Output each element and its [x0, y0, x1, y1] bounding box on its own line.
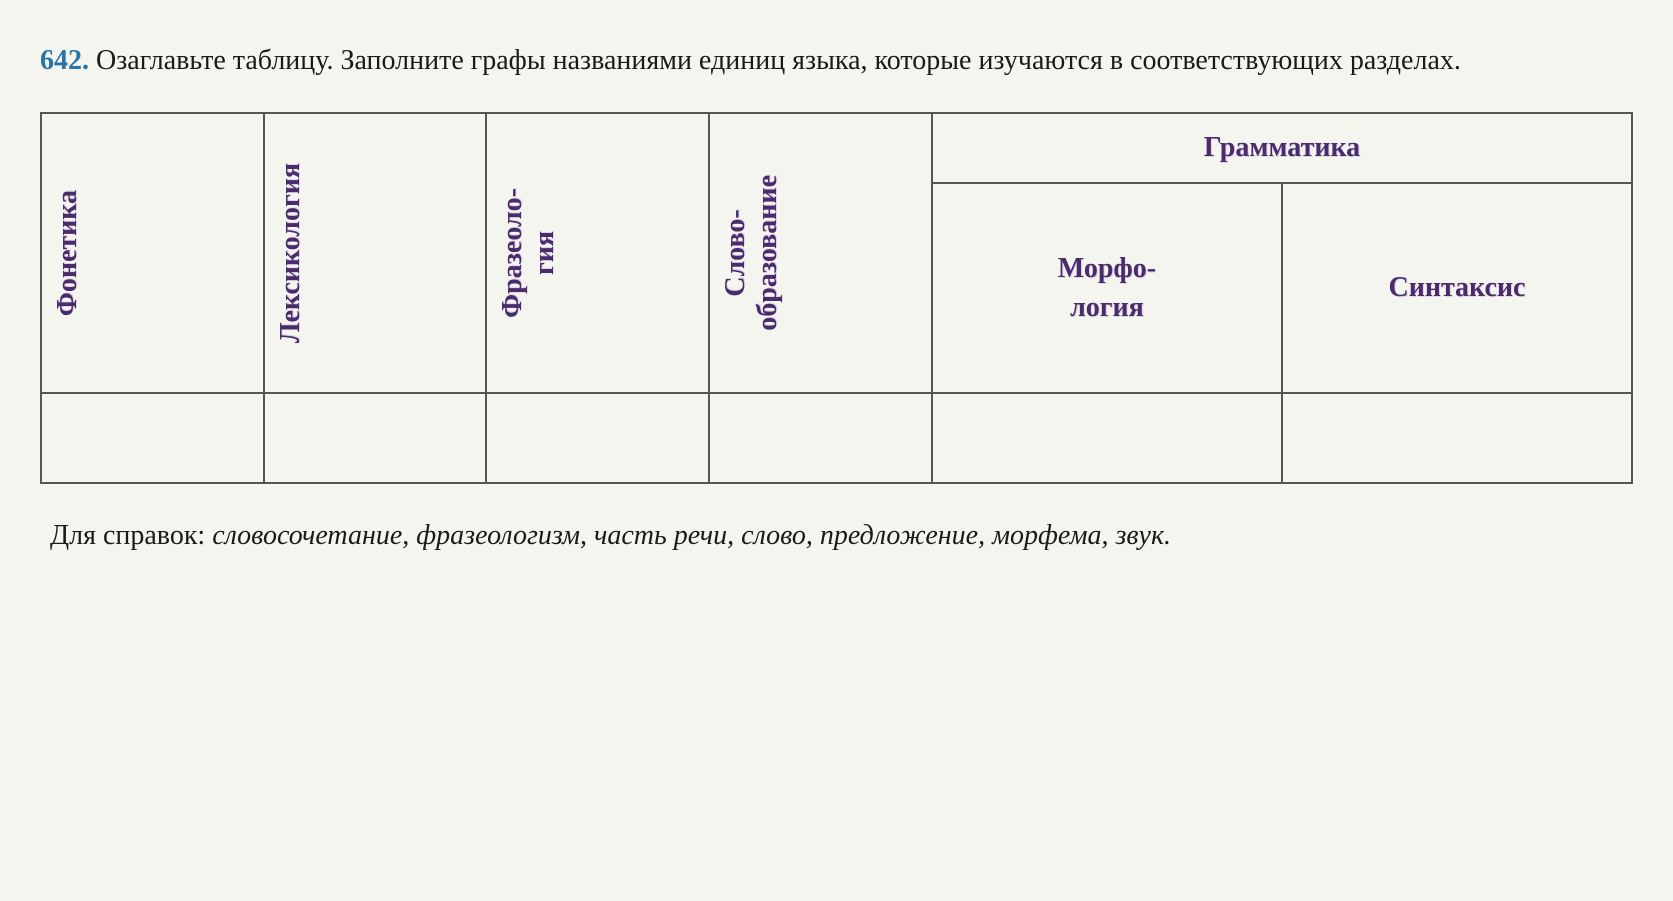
column-syntax: Синтаксис: [1282, 183, 1632, 393]
column-morphology: Морфо- логия: [932, 183, 1282, 393]
column-phonetics-label: Фонетика: [42, 170, 94, 336]
reference-label: Для справок:: [50, 520, 212, 551]
answer-cell-lexicology: [264, 393, 487, 483]
column-phraseology: Фразеоло- гия: [486, 113, 709, 393]
column-lexicology: Лексикология: [264, 113, 487, 393]
reference-section: Для справок: словосочетание, фразеологиз…: [40, 514, 1633, 559]
column-word-formation: Слово- образование: [709, 113, 932, 393]
answer-row: [41, 393, 1632, 483]
linguistics-table: Фонетика Лексикология Фразеоло- гия Слов…: [40, 112, 1633, 484]
column-lexicology-label: Лексикология: [265, 143, 317, 363]
answer-cell-phonetics: [41, 393, 264, 483]
exercise-number: 642.: [40, 45, 89, 76]
column-phraseology-label: Фразеоло- гия: [487, 168, 571, 338]
column-word-formation-label: Слово- образование: [710, 155, 794, 351]
answer-cell-phraseology: [486, 393, 709, 483]
exercise-instruction: 642. Озаглавьте таблицу. Заполните графы…: [40, 40, 1633, 82]
answer-cell-morphology: [932, 393, 1282, 483]
answer-cell-word-formation: [709, 393, 932, 483]
instruction-text: Озаглавьте таблицу. Заполните графы назв…: [96, 45, 1461, 76]
column-grammar-header: Грамматика: [932, 113, 1632, 183]
column-phonetics: Фонетика: [41, 113, 264, 393]
reference-items: словосочетание, фразеологизм, часть речи…: [212, 520, 1171, 551]
answer-cell-syntax: [1282, 393, 1632, 483]
